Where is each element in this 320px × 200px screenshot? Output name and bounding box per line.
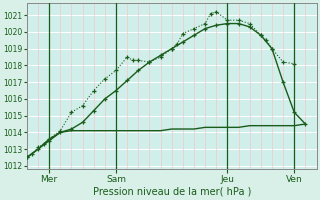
X-axis label: Pression niveau de la mer( hPa ): Pression niveau de la mer( hPa ) [92,187,251,197]
